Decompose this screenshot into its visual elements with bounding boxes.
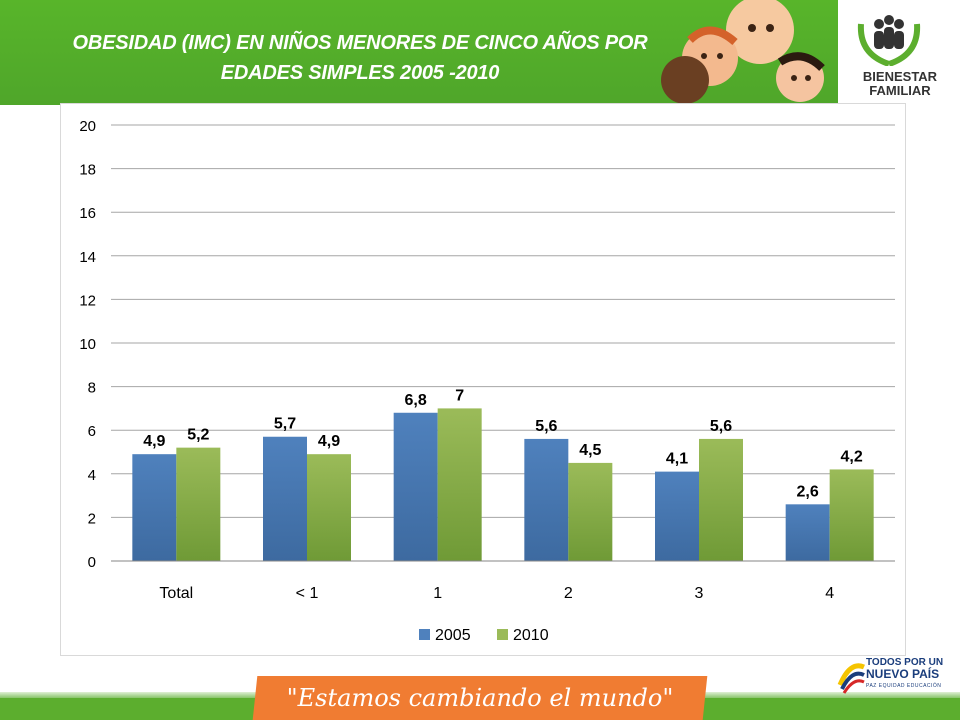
y-tick-label: 6 bbox=[88, 423, 96, 440]
gov-line-2: NUEVO PAÍS bbox=[866, 667, 940, 681]
y-tick-label: 18 bbox=[79, 162, 96, 179]
y-tick-label: 0 bbox=[88, 554, 96, 571]
y-tick-label: 4 bbox=[88, 467, 96, 484]
x-tick-label: 2 bbox=[564, 585, 573, 602]
bar-2005-4 bbox=[655, 471, 699, 561]
data-label: 2,6 bbox=[797, 483, 819, 500]
x-tick-label: < 1 bbox=[296, 585, 319, 602]
data-label: 5,6 bbox=[710, 418, 732, 435]
bar-2005-1 bbox=[263, 436, 307, 561]
bar-2005-0 bbox=[132, 454, 177, 561]
colombia-flag-icon bbox=[837, 663, 865, 694]
gov-line-1: TODOS POR UN bbox=[866, 657, 944, 668]
gov-tagline: PAZ EQUIDAD EDUCACIÓN bbox=[866, 683, 942, 689]
bar-2010-5 bbox=[829, 469, 874, 561]
y-tick-label: 16 bbox=[79, 205, 96, 222]
title-line-2: EDADES SIMPLES 2005 -2010 bbox=[220, 62, 500, 84]
data-label: 5,2 bbox=[187, 427, 209, 444]
logo-text: BIENESTAR FAMILIAR bbox=[842, 70, 958, 98]
logo-line-1: BIENESTAR bbox=[862, 69, 938, 84]
data-label: 4,9 bbox=[318, 433, 340, 450]
bar-2010-2 bbox=[437, 408, 482, 561]
y-tick-label: 20 bbox=[79, 118, 96, 135]
bar-2010-4 bbox=[699, 438, 743, 561]
x-tick-label: 4 bbox=[825, 585, 834, 602]
legend-label-2005: 2005 bbox=[435, 627, 471, 644]
legend-swatch-2010 bbox=[497, 629, 508, 640]
data-label: 5,7 bbox=[274, 416, 296, 433]
data-label: 6,8 bbox=[405, 392, 427, 409]
y-tick-label: 10 bbox=[79, 336, 96, 353]
legend-swatch-2005 bbox=[419, 629, 430, 640]
data-label: 4,2 bbox=[841, 448, 863, 465]
y-tick-label: 2 bbox=[88, 510, 96, 527]
children-illustration bbox=[661, 0, 825, 104]
x-tick-label: Total bbox=[159, 585, 193, 602]
chart-container: 0 2 4 6 8 10 12 14 16 18 20 4,9 5,2 Total 5,7 4,9 < 1 6,8… bbox=[60, 103, 906, 656]
data-label: 5,6 bbox=[535, 418, 557, 435]
data-label: 4,1 bbox=[666, 451, 688, 468]
y-tick-label: 8 bbox=[88, 380, 96, 397]
bar-2005-5 bbox=[785, 504, 830, 561]
bar-2005-2 bbox=[393, 412, 438, 561]
x-tick-label: 3 bbox=[695, 585, 704, 602]
data-label: 7 bbox=[455, 387, 464, 404]
data-label: 4,9 bbox=[143, 433, 165, 450]
y-tick-label: 12 bbox=[79, 292, 96, 309]
slogan-text: "Estamos cambiando el mundo" bbox=[286, 684, 674, 712]
page-title: OBESIDAD (IMC) EN NIÑOS MENORES DE CINCO… bbox=[20, 28, 700, 88]
bar-2010-1 bbox=[307, 454, 351, 561]
data-label: 4,5 bbox=[579, 442, 601, 459]
bar-2010-0 bbox=[176, 447, 221, 561]
bar-2005-3 bbox=[524, 438, 569, 561]
gov-logo-text: TODOS POR UN NUEVO PAÍS bbox=[866, 657, 958, 681]
family-logo-icon bbox=[857, 15, 921, 66]
logo-panel bbox=[838, 0, 960, 110]
title-line-1: OBESIDAD (IMC) EN NIÑOS MENORES DE CINCO… bbox=[72, 32, 648, 54]
logo-line-2: FAMILIAR bbox=[869, 83, 931, 98]
bar-2010-3 bbox=[568, 462, 613, 561]
header-band bbox=[0, 0, 960, 105]
x-tick-label: 1 bbox=[433, 585, 442, 602]
legend-label-2010: 2010 bbox=[513, 627, 549, 644]
y-tick-label: 14 bbox=[79, 249, 96, 266]
